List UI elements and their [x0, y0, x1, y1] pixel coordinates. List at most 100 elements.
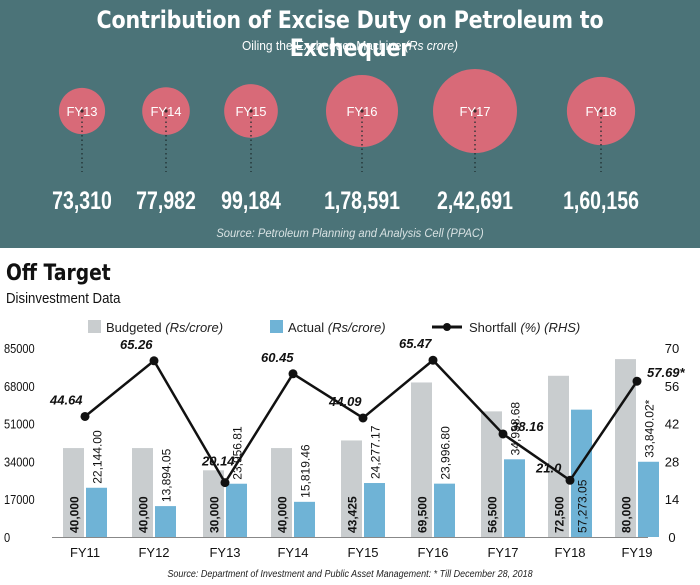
bubble-center-dot-FY14 [164, 109, 168, 113]
bar-actual-label-FY15: 24,277.17 [369, 425, 383, 479]
excise-chart-title: Contribution of Excise Duty on Petroleum… [96, 6, 604, 62]
legend-label-unit: (%) (RHS) [520, 320, 580, 335]
shortfall-label-FY11: 44.64 [49, 392, 83, 407]
legend-label-main: Actual [288, 320, 328, 335]
bar-actual-FY18 [571, 409, 592, 537]
bar-actual-label-FY14: 15,819.46 [299, 444, 313, 498]
bar-actual-FY16 [434, 483, 455, 537]
x-tick-FY17: FY17 [487, 545, 518, 560]
bar-actual-FY11 [86, 487, 107, 537]
x-tick-FY12: FY12 [138, 545, 169, 560]
bar-budgeted-label-FY19: 80,000 [620, 496, 634, 533]
bubble-label-FY17: FY17 [459, 104, 490, 119]
bubble-label-FY16: FY16 [346, 104, 377, 119]
bar-actual-FY12 [155, 506, 176, 537]
bar-actual-FY14 [294, 501, 315, 537]
excise-chart-subtitle: Oiling the Exchequer Machine (Rs crore) [28, 38, 672, 53]
shortfall-label-FY19: 57.69* [647, 365, 686, 380]
legend-label-actual: Actual (Rs/crore) [288, 320, 386, 335]
bubble-value-FY13: 73,310 [52, 187, 112, 215]
x-tick-FY11: FY11 [70, 545, 100, 560]
bar-budgeted-label-FY16: 69,500 [416, 496, 430, 533]
bubble-label-FY18: FY18 [585, 104, 616, 119]
bubble-label-FY13: FY13 [66, 104, 97, 119]
x-tick-FY13: FY13 [209, 545, 240, 560]
bar-actual-label-FY17: 34,938.68 [509, 402, 523, 456]
y-left-tick-68000: 68000 [4, 379, 35, 394]
y-right-tick-70: 70 [665, 341, 679, 356]
y-right-tick-28: 28 [665, 454, 679, 469]
y-left-tick-17000: 17000 [4, 492, 35, 507]
bar-actual-label-FY11: 22,144.00 [91, 430, 105, 484]
bar-budgeted-FY18 [548, 375, 569, 537]
y-left-tick-0: 0 [4, 530, 10, 545]
bubble-center-dot-FY18 [599, 109, 603, 113]
legend-label-shortfall: Shortfall (%) (RHS) [469, 320, 580, 335]
bubble-value-FY17: 2,42,691 [437, 187, 513, 215]
shortfall-point-FY15 [358, 413, 368, 423]
bar-actual-FY13 [226, 483, 247, 537]
legend-label-budgeted: Budgeted (Rs/crore) [106, 320, 223, 335]
bubble-center-dot-FY15 [249, 109, 253, 113]
shortfall-point-FY19 [632, 376, 642, 386]
subtitle-unit: (Rs crore) [404, 38, 459, 53]
disinvestment-source: Source: Department of Investment and Pub… [167, 569, 533, 580]
bubble-center-dot-FY17 [473, 109, 477, 113]
bar-budgeted-FY19 [615, 359, 636, 537]
bar-budgeted-label-FY12: 40,000 [137, 496, 151, 533]
y-left-tick-85000: 85000 [4, 341, 35, 356]
shortfall-label-FY18: 21.0 [535, 460, 562, 475]
x-tick-FY14: FY14 [277, 545, 308, 560]
bar-budgeted-FY17 [481, 411, 502, 537]
bar-actual-FY19 [638, 461, 659, 537]
off-target-title: Off Target [6, 261, 111, 286]
bar-budgeted-FY16 [411, 382, 432, 537]
legend-swatch-actual [270, 320, 283, 333]
bar-actual-FY15 [364, 483, 385, 537]
shortfall-point-FY13 [220, 478, 230, 488]
bar-budgeted-label-FY15: 43,425 [346, 496, 360, 533]
bubble-value-FY16: 1,78,591 [324, 187, 400, 215]
shortfall-point-FY16 [428, 355, 438, 365]
shortfall-label-FY14: 60.45 [261, 350, 294, 365]
shortfall-point-FY18 [565, 475, 575, 485]
y-left-tick-34000: 34000 [4, 455, 35, 470]
x-tick-FY16: FY16 [417, 545, 448, 560]
y-left-tick-51000: 51000 [4, 417, 35, 432]
bar-budgeted-FY14 [271, 448, 292, 537]
y-right-tick-0: 0 [668, 530, 675, 545]
disinvestment-subtitle: Disinvestment Data [6, 290, 121, 307]
shortfall-label-FY15: 44.09 [328, 394, 362, 409]
bar-budgeted-FY13 [203, 470, 224, 537]
bar-budgeted-label-FY17: 56,500 [486, 496, 500, 533]
bubble-value-FY18: 1,60,156 [563, 187, 639, 215]
bar-actual-label-FY18: 57,273.05 [576, 479, 590, 533]
shortfall-point-FY11 [80, 411, 90, 421]
subtitle-main: Oiling the Exchequer Machine [241, 38, 405, 53]
bar-actual-label-FY12: 13,894.05 [160, 448, 174, 502]
bubble-label-FY14: FY14 [150, 104, 181, 119]
bar-budgeted-label-FY13: 30,000 [208, 496, 222, 533]
shortfall-label-FY16: 65.47 [399, 336, 432, 351]
legend-swatch-marker-shortfall [443, 323, 451, 331]
shortfall-point-FY14 [288, 369, 298, 379]
legend-label-main: Budgeted [106, 320, 165, 335]
shortfall-label-FY17: 38.16 [511, 419, 544, 434]
bar-budgeted-label-FY11: 40,000 [68, 496, 82, 533]
excise-source: Source: Petroleum Planning and Analysis … [216, 226, 484, 240]
y-right-tick-14: 14 [665, 492, 679, 507]
bar-actual-FY17 [504, 459, 525, 537]
x-tick-FY18: FY18 [554, 545, 585, 560]
bar-budgeted-FY15 [341, 440, 362, 537]
legend-swatch-budgeted [88, 320, 101, 333]
bar-budgeted-FY12 [132, 448, 153, 537]
bubble-label-FY15: FY15 [235, 104, 266, 119]
y-right-tick-42: 42 [665, 417, 679, 432]
shortfall-label-FY12: 65.26 [120, 337, 153, 352]
legend-label-main: Shortfall [469, 320, 520, 335]
x-tick-FY15: FY15 [347, 545, 378, 560]
bar-budgeted-label-FY14: 40,000 [276, 496, 290, 533]
bar-budgeted-label-FY18: 72,500 [553, 496, 567, 533]
shortfall-label-FY13: 20.14 [201, 454, 235, 469]
